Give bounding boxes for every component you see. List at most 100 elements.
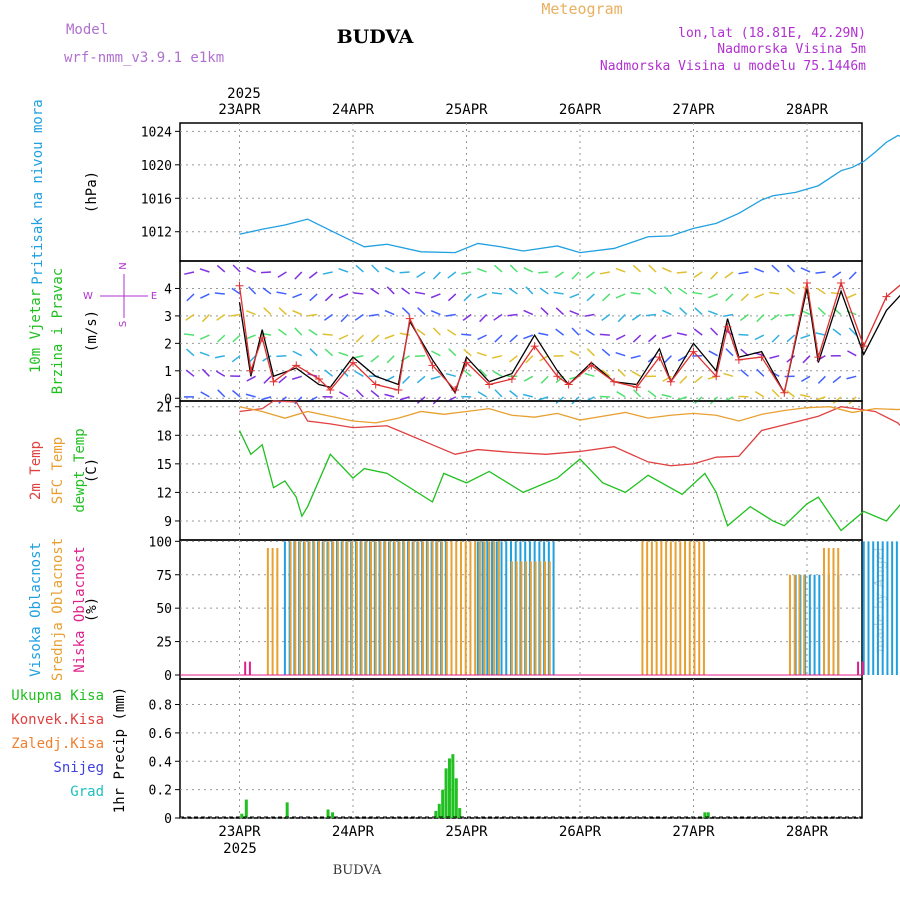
wind-arrow: [617, 368, 626, 377]
precip-bar: [437, 803, 441, 818]
legend-entry: Zaledj.Kisa: [11, 736, 104, 752]
wind-arrow: [463, 348, 472, 357]
y-tick-label: 0.4: [149, 755, 173, 770]
x-tick-label-bottom: 24APR: [332, 824, 375, 840]
wind-arrow: [522, 393, 533, 398]
wind-arrow: [555, 328, 565, 336]
wind-arrow: [601, 369, 611, 377]
wind-arrow: [183, 333, 195, 336]
wind-arrow: [355, 389, 364, 398]
gust-marker: [428, 361, 437, 370]
wind-arrow: [430, 375, 441, 380]
wind-arrow: [523, 334, 534, 340]
wind-arrow: [384, 393, 395, 398]
wind-arrow: [540, 375, 549, 384]
wind-arrow: [354, 313, 364, 321]
wind-arrow: [338, 391, 349, 398]
wind-arrow: [294, 271, 303, 280]
wind-arrow: [815, 396, 826, 401]
wind-arrow: [569, 293, 580, 299]
wind-arrow: [386, 355, 395, 364]
wind-arrow: [724, 271, 734, 279]
gust-marker: [780, 388, 789, 397]
wind-arrow: [663, 355, 672, 364]
wind-arrow: [447, 293, 457, 302]
wind-arrow: [754, 267, 765, 273]
wind-arrow: [723, 372, 734, 378]
wind-arrow: [738, 395, 749, 398]
wind-arrow: [661, 309, 672, 316]
wind-arrow: [217, 389, 226, 398]
wind-arrow: [708, 350, 718, 357]
y-tick-label: 0: [164, 392, 172, 407]
y-axis-label: Pritisak na nivou mora: [30, 99, 46, 284]
gust-marker: [349, 358, 357, 367]
wind-arrow: [784, 313, 795, 317]
wind-arrow: [694, 307, 703, 316]
precip-bar: [240, 813, 244, 818]
x-tick-label-top: 26APR: [559, 102, 602, 118]
wind-arrow: [631, 313, 642, 321]
wind-arrow: [508, 287, 518, 295]
panel-precip: 0 0.2 0.4 0.6 0.8: [149, 678, 863, 827]
wind-arrow: [832, 271, 842, 279]
wind-arrow: [278, 375, 287, 384]
wind-arrow: [523, 375, 534, 382]
gust-marker: [451, 386, 460, 395]
wind-arrow: [246, 309, 256, 316]
wind-arrow: [246, 334, 256, 340]
wind-arrow: [725, 293, 734, 302]
wind-arrow: [538, 271, 549, 274]
wind-arrow: [294, 327, 303, 336]
wind-arrow: [571, 271, 580, 280]
wind-arrow: [401, 307, 411, 316]
wind-arrow: [647, 287, 657, 295]
series-line-2m-temp: [239, 400, 900, 467]
wind-arrow: [431, 350, 441, 357]
wind-arrow: [276, 291, 287, 295]
wind-arrow: [617, 314, 626, 323]
gust-marker: [837, 278, 846, 287]
wind-arrow: [786, 390, 796, 398]
wind-arrow: [800, 267, 811, 273]
wind-arrow: [430, 293, 441, 299]
wind-arrow: [523, 266, 534, 273]
wind-arrow: [322, 271, 333, 275]
wind-arrow: [307, 313, 318, 317]
wind-arrow: [553, 291, 564, 295]
wind-arrow: [245, 393, 256, 398]
wind-arrow: [246, 375, 256, 382]
precip-bar: [458, 808, 462, 818]
wind-arrow: [216, 264, 226, 273]
wind-arrow: [802, 355, 811, 364]
wind-arrow: [199, 351, 210, 357]
wind-arrow: [525, 286, 534, 295]
wind-arrow: [800, 393, 811, 398]
wind-arrow: [633, 389, 642, 398]
wind-arrow: [338, 293, 349, 299]
credit: made by Angel: [872, 547, 888, 653]
y-tick-label: 0: [164, 812, 172, 827]
wind-arrow: [324, 293, 334, 302]
wind-arrow: [815, 332, 826, 336]
wind-arrow: [445, 372, 456, 378]
wind-arrow: [692, 291, 703, 295]
panel-cloud: 0 25 50 75 100: [149, 535, 898, 684]
y-axis-label: 1hr Precip (mm): [112, 687, 128, 813]
wind-arrow: [448, 348, 457, 357]
wind-arrow: [832, 328, 842, 336]
wind-arrow: [770, 313, 780, 321]
plot-area: 23APR 23APR 24APR 24APR 25APR 25APR 26APR 26APR…: [11, 99, 900, 840]
wind-arrow: [676, 271, 687, 274]
y-tick-label: 9: [164, 515, 172, 530]
wind-arrow: [201, 368, 210, 377]
wind-arrow: [632, 264, 642, 273]
wind-arrow: [554, 271, 565, 279]
series-line-speed: [238, 288, 900, 395]
wind-arrow: [447, 271, 457, 279]
wind-arrow: [292, 309, 303, 316]
wind-arrow: [260, 271, 272, 274]
wind-arrow: [399, 271, 410, 274]
wind-arrow: [678, 287, 688, 295]
